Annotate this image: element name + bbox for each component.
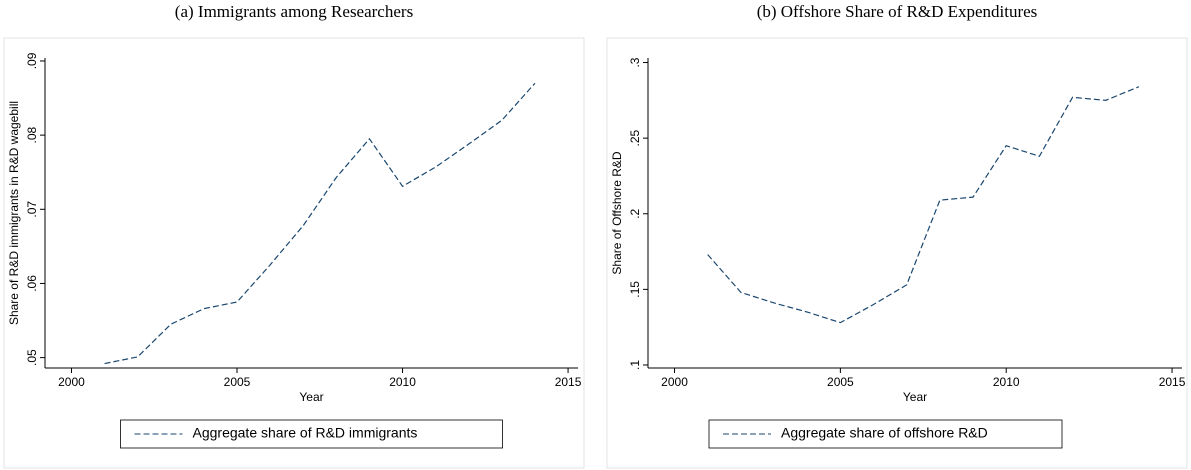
x-tick-label: 2005 [827,375,854,389]
chart-title: (a) Immigrants among Researchers [175,2,413,21]
legend-box [120,419,503,449]
y-tick-label: .07 [25,201,39,218]
y-tick-label: .3 [628,57,642,67]
x-tick-label: 2015 [1159,375,1186,389]
x-tick-label: 2015 [555,375,582,389]
x-tick-label: 2000 [58,375,85,389]
y-tick-label: .09 [25,52,39,69]
panel-frame [606,37,1188,469]
y-axis-label: Share of Offshore R&D [610,151,624,275]
x-tick-label: 2000 [661,375,688,389]
legend-label: Aggregate share of offshore R&D [781,425,988,441]
legend-label: Aggregate share of R&D immigrants [193,425,418,441]
y-tick-label: .25 [628,129,642,146]
y-axis-label: Share of R&D immigrants in R&D wagebill [7,101,21,325]
x-axis-label: Year [299,390,323,404]
y-tick-label: .05 [25,349,39,366]
x-axis-label: Year [903,390,927,404]
y-tick-label: .2 [628,208,642,218]
y-tick-label: .15 [628,281,642,298]
x-tick-label: 2010 [389,375,416,389]
y-tick-label: .1 [628,360,642,370]
y-tick-label: .08 [25,126,39,143]
x-tick-label: 2005 [224,375,251,389]
data-line [707,86,1140,324]
x-tick-label: 2010 [993,375,1020,389]
panel-frame [3,37,585,469]
data-line [104,82,536,365]
chart-title: (b) Offshore Share of R&D Expenditures [757,2,1038,21]
legend-box [708,419,1063,449]
y-tick-label: .06 [25,275,39,292]
